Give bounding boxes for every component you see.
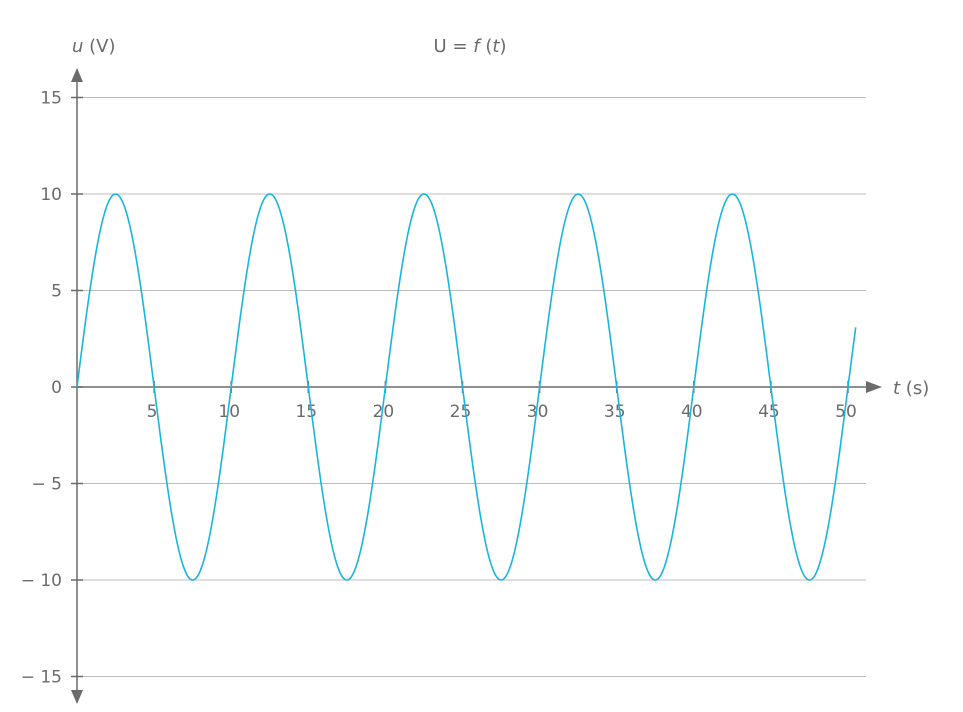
series-line-voltage: [76, 193, 857, 581]
y-axis-arrow-down: [71, 690, 83, 704]
chart-title: U = f (t): [434, 36, 507, 57]
y-tick-label: − 10: [21, 571, 62, 591]
x-axis-label: t (s): [893, 378, 929, 399]
x-tick-label: 5: [147, 402, 158, 422]
x-tick-label: 30: [527, 402, 549, 422]
x-tick-label: 45: [758, 402, 780, 422]
axes: [71, 68, 882, 704]
y-axis-label: u (V): [72, 36, 116, 57]
plot-area: [76, 193, 857, 581]
y-tick-label: 5: [51, 282, 62, 302]
x-tick-label: 25: [450, 402, 472, 422]
x-axis-arrow: [866, 381, 882, 393]
y-axis-arrow-up: [71, 68, 83, 82]
x-tick-label: 50: [835, 402, 857, 422]
y-tick-label: 0: [51, 378, 62, 398]
x-tick-label: 20: [373, 402, 395, 422]
x-tick-label: 40: [681, 402, 703, 422]
x-tick-label: 15: [295, 402, 317, 422]
x-tick-label: 10: [218, 402, 240, 422]
grid: [77, 97, 866, 677]
y-tick-label: − 5: [32, 475, 62, 495]
y-tick-label: 15: [40, 89, 62, 109]
x-tick-label: 35: [604, 402, 626, 422]
y-tick-label: 10: [40, 185, 62, 205]
y-tick-label: − 15: [21, 668, 62, 688]
